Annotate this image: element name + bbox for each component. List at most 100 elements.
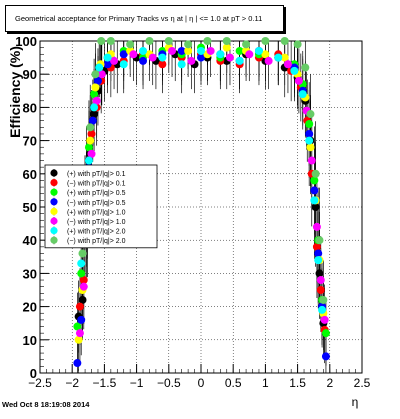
data-point [310,186,319,195]
data-point [106,37,115,45]
data-point [129,50,138,59]
data-point [103,60,112,69]
data-point [301,63,310,72]
data-point [280,37,289,45]
data-point [119,50,128,59]
data-point [139,46,148,55]
data-point [168,46,177,55]
legend-marker [50,188,58,196]
data-point [245,50,254,59]
data-point [311,203,320,211]
data-point [79,282,88,291]
data-point [316,286,325,294]
data-point [73,359,82,368]
data-point [145,37,154,45]
data-point [148,53,157,62]
x-tick-label: −2 [65,376,79,390]
data-point [294,76,303,85]
data-point [177,46,186,55]
data-point [305,136,314,145]
data-point [197,53,205,62]
legend-marker [50,169,58,177]
data-point [103,53,112,62]
data-point [92,96,101,105]
data-point [306,143,315,152]
data-point [197,46,205,55]
legend-marker [50,198,58,206]
x-tick-label: 1.5 [289,376,306,390]
legend-marker [50,236,58,244]
data-point [312,242,321,251]
legend-label: (−) with pT/|q|> 0.1 [67,181,126,188]
grid-lines [39,40,363,374]
data-point [206,46,215,55]
y-tick-label: 100 [15,34,37,49]
data-point [184,40,193,49]
legend-label: (+) with pT/|q|> 0.1 [67,171,126,178]
data-point [78,249,87,258]
data-point [75,329,84,338]
data-point [222,43,231,52]
data-point [86,136,95,145]
data-point [305,129,314,138]
data-point [321,352,330,361]
legend-label: (+) with pT/|q|> 2.0 [67,229,126,236]
data-point [97,70,106,79]
legend-label: (+) with pT/|q|> 1.0 [67,209,126,216]
legend-marker [50,179,58,187]
y-tick-label: 30 [23,266,37,281]
data-point [187,56,196,65]
data-point [315,236,324,245]
x-tick-label: 2 [326,376,333,390]
legend-label: (+) with pT/|q|> 0.5 [67,190,126,197]
data-point [77,269,86,278]
data-point [222,37,231,45]
data-point [88,116,97,125]
data-point [314,249,323,258]
legend-label: (−) with pT/|q|> 0.5 [67,200,126,207]
y-tick-label: 80 [23,100,37,115]
y-tick-label: 50 [23,200,37,215]
legend-marker [50,207,58,215]
data-point [311,169,320,178]
y-tick-label: 70 [23,134,37,149]
data-point [87,129,96,138]
data-point [79,276,88,285]
data-point [264,56,273,65]
data-point [320,315,329,324]
data-point [298,90,307,99]
data-point [283,60,292,69]
legend-marker [50,227,58,235]
y-tick-label: 10 [23,333,37,348]
x-tick-label: −2.5 [28,376,52,390]
data-point [321,329,330,338]
data-point [84,143,93,152]
legend-marker [50,217,58,225]
data-point [261,50,270,59]
data-point [177,60,186,69]
data-point [87,149,96,158]
data-point [93,76,102,85]
data-point [314,256,323,265]
x-tick-label: 1 [262,376,269,390]
data-point [119,60,128,69]
x-tick-label: 0.5 [225,376,242,390]
data-point [84,156,93,165]
data-point [310,176,319,185]
data-point [184,46,193,55]
data-point [86,123,95,132]
y-tick-label: 0 [30,366,37,381]
data-point [312,222,321,231]
data-point [315,269,324,278]
data-point [225,53,234,62]
data-point [158,53,167,62]
legend-box [44,164,158,249]
title-box: Geometrical acceptance for Primary Track… [5,5,284,32]
data-point [75,302,84,311]
data-point [90,103,99,112]
legend: (+) with pT/|q|> 0.1 (−) with pT/|q|> 0.1… [44,164,158,249]
data-point [77,315,86,324]
data-point [216,50,225,59]
